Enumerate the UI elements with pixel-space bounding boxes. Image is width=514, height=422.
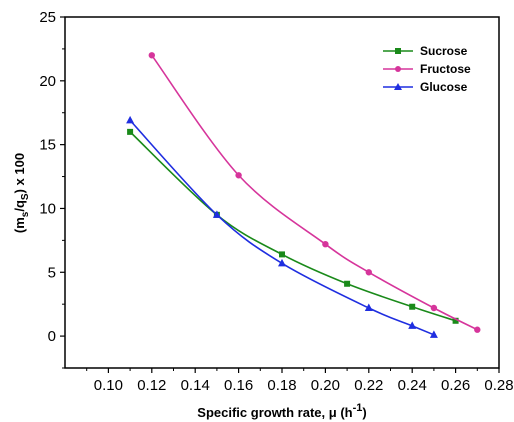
x-axis-title: Specific growth rate, μ (h-1) [197, 402, 366, 420]
y-axis-ticks: 0 5 10 15 20 25 [39, 9, 65, 369]
data-point-glucose [212, 210, 221, 218]
x-tick-label: 0.10 [94, 377, 123, 394]
data-point-fructose [365, 269, 372, 276]
data-point-glucose [278, 258, 286, 267]
legend-marker-fructose [395, 66, 401, 72]
x-tick-label: 0.16 [224, 377, 253, 394]
y-tick-label: 10 [39, 200, 56, 217]
data-point-glucose [364, 303, 373, 312]
series-line-glucose [129, 119, 435, 336]
data-point-fructose [430, 304, 438, 312]
data-point-glucose [126, 115, 135, 124]
legend: Sucrose Fructose Glucose [383, 44, 471, 94]
x-tick-label: 0.24 [398, 377, 427, 394]
y-tick-label: 0 [48, 328, 56, 345]
x-axis-ticks: 0.10 0.12 0.14 0.16 0.18 0.20 0.22 0.24 0.26 0.28 [86, 368, 514, 394]
data-point-fructose [235, 172, 242, 179]
x-tick-label: 0.20 [311, 377, 340, 394]
data-point-glucose [429, 330, 438, 338]
data-point-sucrose [127, 128, 134, 135]
legend-item-fructose: Fructose [383, 62, 471, 76]
y-tick-label: 15 [39, 137, 56, 154]
x-tick-label: 0.22 [354, 377, 383, 394]
series-line-fructose [151, 54, 478, 331]
y-tick-label: 20 [39, 73, 56, 90]
data-point-sucrose [344, 280, 351, 287]
legend-label-glucose: Glucose [420, 80, 468, 94]
x-tick-label: 0.14 [181, 377, 210, 394]
data-point-sucrose [409, 303, 416, 310]
x-tick-label: 0.28 [484, 377, 513, 394]
x-tick-label: 0.18 [267, 377, 296, 394]
y-axis-title: (ms/qS) x 100 [12, 153, 31, 233]
data-point-glucose [408, 321, 417, 329]
y-tick-label: 5 [48, 264, 56, 281]
data-point-fructose [148, 52, 155, 59]
legend-marker-sucrose [395, 48, 401, 54]
legend-label-fructose: Fructose [420, 62, 471, 76]
data-point-fructose [322, 240, 329, 248]
legend-item-glucose: Glucose [383, 80, 468, 94]
legend-item-sucrose: Sucrose [383, 44, 468, 58]
data-point-sucrose [279, 251, 285, 258]
legend-marker-glucose [394, 83, 402, 90]
series-line-sucrose [129, 131, 456, 322]
y-tick-label: 25 [39, 9, 56, 26]
data-point-sucrose [452, 317, 459, 324]
legend-label-sucrose: Sucrose [420, 44, 468, 58]
data-point-fructose [474, 326, 481, 333]
x-tick-label: 0.26 [441, 377, 470, 394]
series-group [126, 52, 481, 338]
x-tick-label: 0.12 [137, 377, 166, 394]
